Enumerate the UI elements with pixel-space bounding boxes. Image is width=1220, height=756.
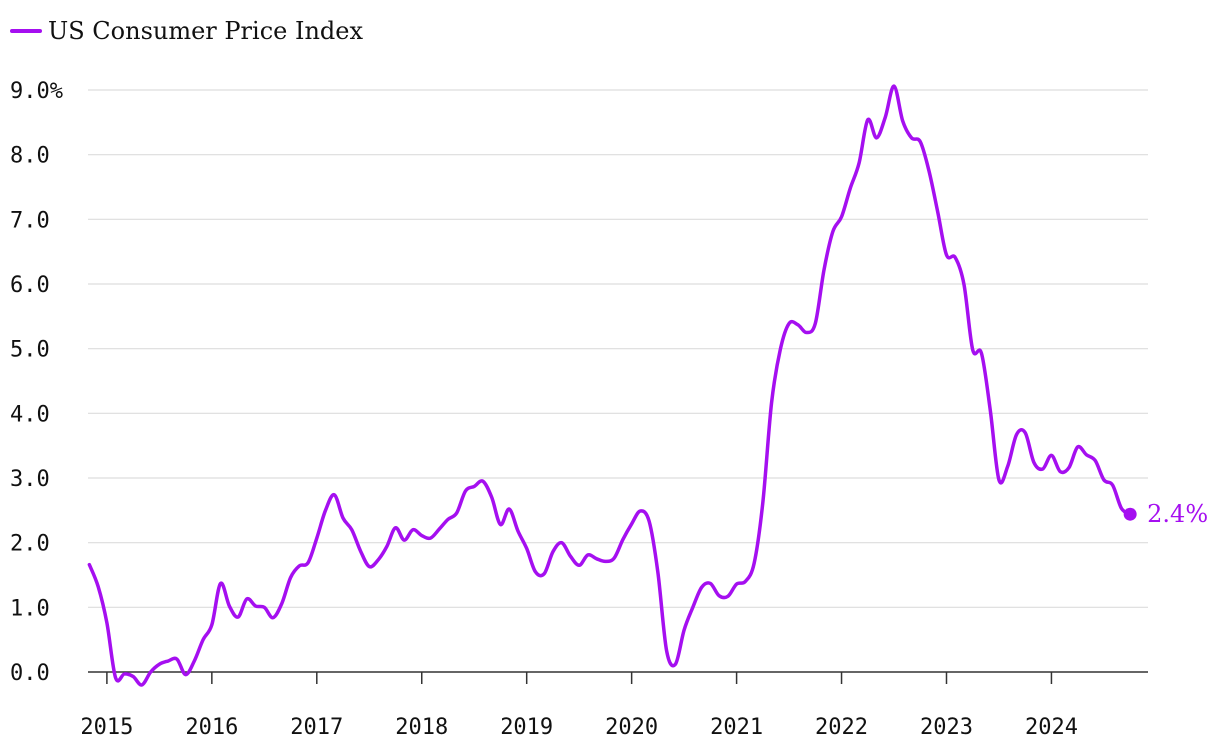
x-tick-label: 2019	[500, 715, 553, 740]
series-end-point	[1123, 507, 1137, 521]
y-tick-label: 8.0	[10, 144, 50, 169]
x-tick-label: 2021	[710, 715, 763, 740]
y-tick-label: 2.0	[10, 532, 50, 557]
x-tick-label: 2022	[815, 715, 868, 740]
x-tick-label: 2015	[80, 715, 133, 740]
y-tick-label: 0.0	[10, 661, 50, 686]
series-line-us-cpi	[87, 84, 1132, 687]
series-end-label: 2.4%	[1147, 500, 1208, 528]
y-tick-label: 5.0	[10, 338, 50, 363]
x-axis-ticks	[106, 672, 1053, 684]
y-tick-label: 3.0	[10, 467, 50, 492]
y-tick-label: 6.0	[10, 273, 50, 298]
y-axis-tick-labels: 0.0 1.0 2.0 3.0 4.0 5.0 6.0 7.0 8.0 9.0%	[10, 79, 63, 686]
legend-label: US Consumer Price Index	[48, 17, 363, 45]
y-tick-label: 1.0	[10, 596, 50, 621]
y-tick-label: 4.0	[10, 402, 50, 427]
gridlines	[88, 89, 1148, 608]
x-tick-label: 2023	[920, 715, 973, 740]
legend: US Consumer Price Index	[10, 17, 363, 45]
x-tick-label: 2024	[1025, 715, 1078, 740]
x-tick-label: 2017	[290, 715, 343, 740]
y-tick-label: 9.0%	[10, 79, 63, 104]
x-tick-label: 2018	[395, 715, 448, 740]
y-tick-label: 7.0	[10, 208, 50, 233]
x-axis-tick-labels: 2015 2016 2017 2018 2019 2020 2021 2022 2023 2024	[80, 715, 1078, 740]
x-tick-label: 2016	[185, 715, 238, 740]
x-tick-label: 2020	[605, 715, 658, 740]
